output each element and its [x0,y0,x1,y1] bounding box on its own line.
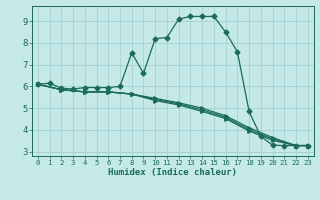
X-axis label: Humidex (Indice chaleur): Humidex (Indice chaleur) [108,168,237,177]
